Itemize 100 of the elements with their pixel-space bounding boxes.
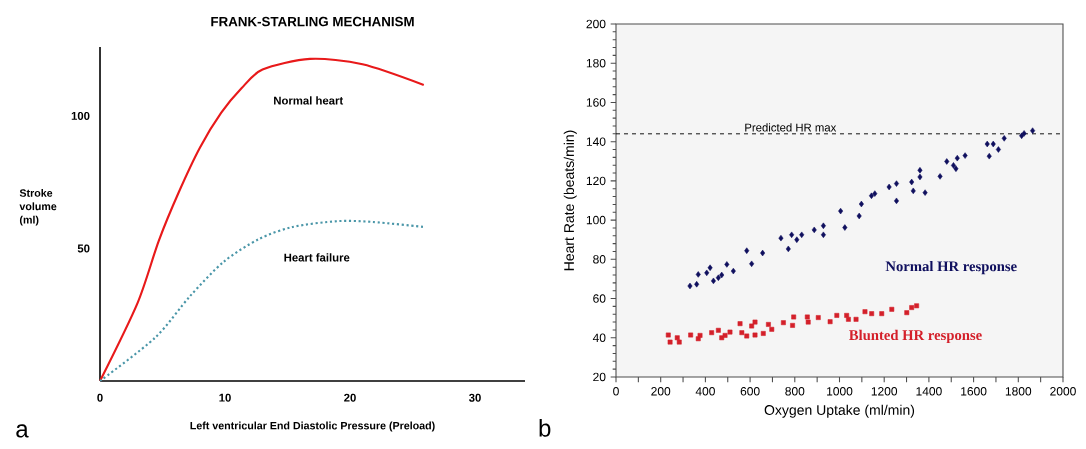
- y-tick-label: 160: [586, 98, 606, 107]
- x-axis-title: Left ventricular End Diastolic Pressure (Preload): [190, 421, 435, 432]
- point: [710, 277, 716, 285]
- point: [785, 245, 791, 253]
- point: [815, 315, 821, 320]
- point: [805, 319, 811, 325]
- y-tick-label: 100: [586, 215, 606, 225]
- point: [962, 152, 968, 159]
- point: [688, 332, 694, 338]
- point: [937, 173, 943, 180]
- y-tick-label: 60: [593, 294, 606, 303]
- x-tick-label: 10: [219, 393, 231, 402]
- point: [984, 140, 990, 148]
- point: [704, 269, 710, 277]
- point: [954, 154, 960, 162]
- point: [778, 234, 784, 242]
- point: [951, 162, 956, 169]
- series-label: Blunted HR response: [849, 329, 982, 344]
- point: [760, 249, 766, 257]
- y-tick-label: 140: [586, 137, 606, 146]
- point: [1001, 135, 1007, 142]
- point: [715, 327, 721, 333]
- point: [986, 152, 992, 160]
- point: [667, 339, 673, 345]
- point: [719, 271, 725, 279]
- point: [804, 314, 810, 320]
- point: [674, 335, 680, 341]
- point: [676, 339, 682, 345]
- y-tick-label: 100: [71, 111, 90, 120]
- x-tick-label: 30: [468, 393, 481, 402]
- point: [856, 212, 862, 220]
- point: [879, 311, 885, 317]
- point: [844, 313, 850, 318]
- point: [862, 309, 868, 315]
- point: [744, 247, 750, 254]
- point: [760, 331, 766, 336]
- y-tick-label: 80: [593, 255, 606, 264]
- point: [790, 323, 795, 328]
- point: [990, 140, 996, 148]
- x-tick-label: 20: [344, 393, 356, 402]
- point: [694, 281, 700, 288]
- point: [917, 173, 923, 181]
- ref-line-label: Predicted HR max: [745, 123, 837, 132]
- point: [1030, 127, 1036, 134]
- point: [707, 264, 713, 271]
- point: [827, 319, 833, 325]
- point: [789, 231, 795, 239]
- point: [737, 321, 743, 327]
- point: [744, 333, 750, 339]
- point: [739, 330, 745, 336]
- point: [838, 207, 844, 215]
- point: [749, 323, 755, 329]
- point: [709, 330, 715, 336]
- point: [695, 271, 701, 278]
- point: [722, 333, 728, 338]
- point: [904, 310, 910, 316]
- point: [715, 274, 721, 281]
- text: Heart failure: [284, 253, 350, 262]
- text: Normal heart: [274, 96, 344, 105]
- x-tick-label: 400: [695, 387, 715, 396]
- point: [995, 146, 1001, 153]
- point: [749, 260, 755, 268]
- x-tick-label: 600: [740, 387, 760, 396]
- point: [811, 226, 817, 234]
- x-tick-label: 2000: [1050, 387, 1076, 396]
- y-axis-title: Stroke volume (ml): [19, 189, 57, 226]
- point: [724, 261, 730, 268]
- chart-title: FRANK-STARLING MECHANISM: [211, 16, 414, 27]
- y-tick-label: 20: [593, 372, 606, 382]
- point: [752, 319, 758, 325]
- x-tick-label: 0: [97, 393, 103, 402]
- y-tick-label: 40: [592, 333, 606, 343]
- text: Normal HR response: [885, 260, 1017, 275]
- point: [910, 187, 916, 195]
- text: b: [539, 419, 551, 437]
- point: [791, 314, 797, 320]
- x-axis-title: Oxygen Uptake (ml/min): [764, 404, 915, 418]
- point: [769, 326, 775, 332]
- point: [886, 183, 892, 191]
- point: [766, 322, 771, 327]
- point: [872, 190, 878, 197]
- point: [944, 158, 950, 165]
- text: a: [16, 424, 29, 438]
- y-tick-label: 50: [77, 244, 90, 253]
- x-tick-label: 1200: [871, 387, 898, 396]
- x-tick-label: 1400: [916, 387, 942, 396]
- line-series: [98, 219, 425, 383]
- point: [665, 332, 671, 338]
- x-tick-label: 200: [651, 387, 671, 396]
- x-tick-label: 1800: [1005, 387, 1032, 396]
- x-tick-label: 1000: [827, 387, 853, 396]
- point: [858, 200, 864, 208]
- x-tick-label: 0: [613, 387, 619, 396]
- y-tick-label: 180: [586, 58, 606, 68]
- point: [834, 313, 840, 318]
- point: [687, 282, 693, 290]
- point: [853, 316, 859, 322]
- line-series: [98, 57, 425, 383]
- point: [727, 329, 733, 335]
- y-axis-title: Heart Rate (beats/min): [563, 130, 577, 271]
